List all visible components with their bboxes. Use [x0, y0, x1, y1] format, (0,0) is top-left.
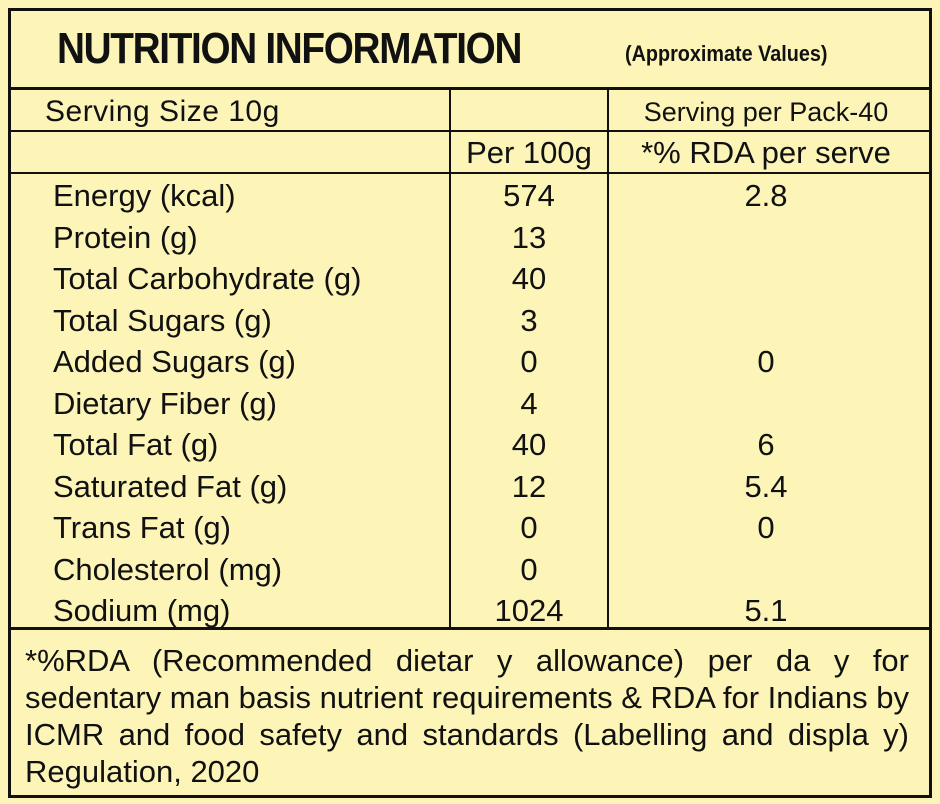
- nutrient-per-100g: 574: [503, 178, 555, 213]
- nutrient-name: Total Sugars (g): [53, 302, 272, 338]
- nutrient-per-100g: 40: [511, 261, 547, 296]
- nutrient-name: Sodium (mg): [53, 593, 231, 628]
- rda-footnote: *%RDA (Recommended dietar y allowance) p…: [25, 643, 909, 789]
- nutrient-name: Cholesterol (mg): [53, 551, 283, 587]
- nutrient-rda: 2.8: [744, 178, 788, 213]
- nutrient-per-100g: 3: [520, 302, 538, 338]
- nutrition-table: Serving Size 10g Serving per Pack-40 Per…: [11, 90, 929, 628]
- column-divider-1: [449, 90, 451, 627]
- nutrition-label: NUTRITION INFORMATION (Approximate Value…: [8, 8, 932, 798]
- label-subtitle: (Approximate Values): [625, 41, 828, 66]
- nutrient-rda: 0: [757, 510, 775, 545]
- nutrient-rda: [609, 301, 923, 341]
- label-title: NUTRITION INFORMATION: [57, 24, 522, 73]
- nutrient-per-100g: 4: [520, 385, 538, 421]
- nutrient-per-100g: 0: [520, 344, 538, 379]
- per-100g-header: Per 100g: [466, 135, 592, 170]
- nutrient-name: Energy (kcal): [53, 178, 236, 213]
- serving-size: Serving Size 10g: [45, 95, 280, 128]
- nutrient-per-100g: 12: [511, 468, 547, 504]
- nutrient-rda: [609, 384, 923, 424]
- header-divider-1: [11, 130, 929, 132]
- nutrient-name: Protein (g): [53, 219, 198, 255]
- nutrient-per-100g: 0: [520, 510, 538, 545]
- nutrient-rda: 6: [757, 427, 775, 462]
- column-divider-2: [607, 90, 609, 627]
- nutrient-name: Added Sugars (g): [53, 344, 296, 379]
- nutrient-name: Total Fat (g): [53, 427, 219, 462]
- footnote-row: *%RDA (Recommended dietar y allowance) p…: [11, 627, 929, 798]
- nutrient-name: Trans Fat (g): [53, 510, 231, 545]
- nutrient-per-100g: 0: [520, 551, 538, 587]
- nutrient-per-100g: 13: [511, 219, 547, 255]
- nutrient-per-100g: 1024: [494, 593, 564, 628]
- nutrient-name: Saturated Fat (g): [53, 468, 288, 504]
- nutrient-rda: [609, 259, 923, 299]
- nutrient-per-100g: 40: [511, 427, 547, 462]
- header-divider-2: [11, 172, 929, 174]
- nutrient-name: Total Carbohydrate (g): [53, 261, 362, 296]
- rda-per-serve-header: *% RDA per serve: [641, 135, 891, 170]
- nutrient-rda: [609, 218, 923, 258]
- serving-per-pack: Serving per Pack-40: [643, 97, 889, 127]
- nutrient-rda: [609, 550, 923, 590]
- nutrient-rda: 0: [757, 344, 775, 379]
- nutrient-rda: 5.1: [744, 593, 788, 628]
- nutrient-name: Dietary Fiber (g): [53, 385, 277, 421]
- nutrient-rda: 5.4: [744, 468, 788, 504]
- title-row: NUTRITION INFORMATION (Approximate Value…: [11, 11, 929, 90]
